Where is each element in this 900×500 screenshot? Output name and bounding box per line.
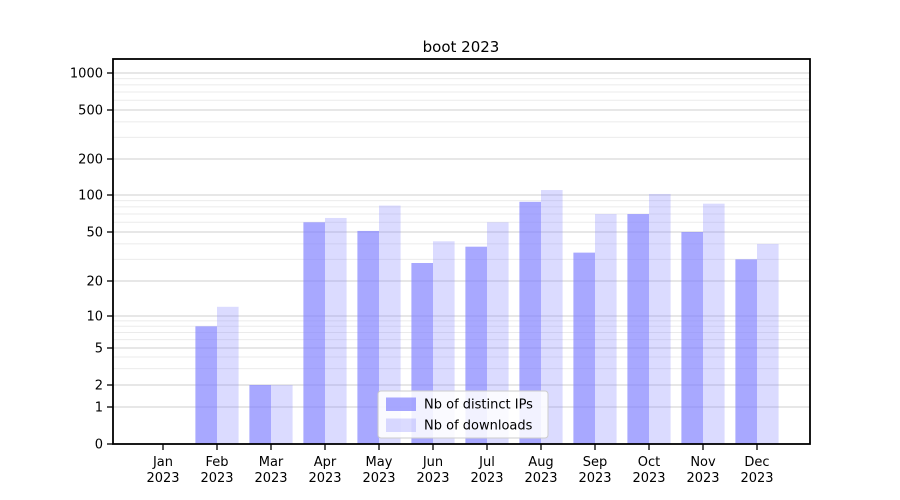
x-tick-label-year-dec: 2023 <box>740 471 773 486</box>
y-tick-label: 5 <box>95 342 103 357</box>
bar-distinct-ips-nov <box>681 232 703 444</box>
y-tick-label: 50 <box>86 226 103 241</box>
legend-label-downloads: Nb of downloads <box>424 419 533 434</box>
x-tick-label-year-feb: 2023 <box>200 471 233 486</box>
bar-downloads-feb <box>217 306 239 444</box>
y-tick-label: 500 <box>78 104 103 119</box>
x-tick-label-month-jul: Jul <box>478 455 495 470</box>
y-tick-label: 2 <box>95 379 103 394</box>
x-tick-label-month-jun: Jun <box>422 455 443 470</box>
y-tick-label: 100 <box>78 189 103 204</box>
y-axis-ticks <box>107 72 113 445</box>
minor-gridlines <box>113 78 810 370</box>
x-tick-label-year-may: 2023 <box>362 471 395 486</box>
bar-downloads-may <box>379 205 401 444</box>
x-axis-ticks <box>162 444 758 450</box>
bar-downloads-aug <box>541 190 563 444</box>
y-tick-label: 1 <box>95 401 103 416</box>
x-tick-label-month-sep: Sep <box>583 455 608 470</box>
x-tick-label-year-aug: 2023 <box>524 471 557 486</box>
chart-title: boot 2023 <box>423 38 500 56</box>
x-tick-label-month-may: May <box>366 455 393 470</box>
bar-downloads-sep <box>595 214 617 444</box>
y-tick-label: 0 <box>95 438 103 453</box>
x-tick-label-year-jan: 2023 <box>146 471 179 486</box>
x-tick-label-year-jul: 2023 <box>470 471 503 486</box>
x-tick-label-month-mar: Mar <box>259 455 284 470</box>
legend-frame <box>377 390 549 439</box>
legend-swatch-distinct-ips <box>386 397 416 411</box>
bar-distinct-ips-sep <box>573 252 595 444</box>
y-tick-label: 200 <box>78 153 103 168</box>
y-tick-label: 1000 <box>70 67 103 82</box>
bar-downloads-oct <box>649 193 671 444</box>
y-tick-label: 20 <box>86 275 103 290</box>
x-tick-label-year-oct: 2023 <box>632 471 665 486</box>
legend: Nb of distinct IPs Nb of downloads <box>377 390 549 439</box>
bar-downloads-dec <box>757 243 779 444</box>
legend-swatch-downloads <box>386 418 416 432</box>
bar-downloads-apr <box>325 217 347 444</box>
x-axis-labels: Jan2023Feb2023Mar2023Apr2023May2023Jun20… <box>146 455 773 486</box>
x-tick-label-month-aug: Aug <box>528 455 553 470</box>
x-tick-label-year-jun: 2023 <box>416 471 449 486</box>
x-tick-label-month-jan: Jan <box>152 455 173 470</box>
x-tick-label-month-apr: Apr <box>314 455 337 470</box>
x-tick-label-year-apr: 2023 <box>308 471 341 486</box>
bar-distinct-ips-oct <box>627 214 649 444</box>
bar-distinct-ips-apr <box>303 222 325 444</box>
bar-distinct-ips-mar <box>249 385 271 444</box>
plot-border <box>112 58 811 445</box>
legend-label-distinct-ips: Nb of distinct IPs <box>424 398 533 413</box>
bar-distinct-ips-dec <box>735 259 757 444</box>
bar-downloads-jul <box>487 222 509 444</box>
bar-downloads-nov <box>703 203 725 444</box>
x-tick-label-year-nov: 2023 <box>686 471 719 486</box>
x-tick-label-month-feb: Feb <box>205 455 228 470</box>
x-tick-label-month-nov: Nov <box>690 455 716 470</box>
y-tick-label: 10 <box>86 310 103 325</box>
bar-distinct-ips-may <box>357 230 379 444</box>
bar-downloads-mar <box>271 385 293 444</box>
x-tick-label-year-sep: 2023 <box>578 471 611 486</box>
x-tick-label-month-oct: Oct <box>638 455 660 470</box>
bar-distinct-ips-aug <box>519 201 541 444</box>
x-tick-label-year-mar: 2023 <box>254 471 287 486</box>
y-axis-labels: 0 1 2 5 10 20 50 100 200 500 1000 <box>70 67 103 453</box>
bar-distinct-ips-feb <box>195 326 217 444</box>
x-tick-label-month-dec: Dec <box>744 455 769 470</box>
